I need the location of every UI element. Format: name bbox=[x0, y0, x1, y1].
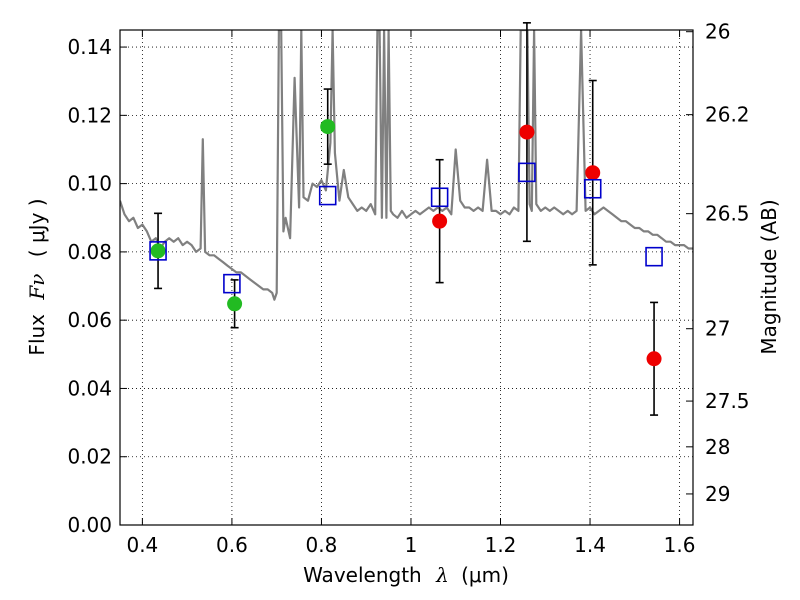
y2-tick-label: 27 bbox=[705, 317, 730, 341]
y-tick-label: 0.10 bbox=[67, 172, 112, 196]
model-photometry-square bbox=[223, 273, 241, 294]
x-tick-label: 1.4 bbox=[574, 533, 606, 557]
x-tick-label: 1.2 bbox=[485, 533, 517, 557]
y-axis-label-prefix: Flux bbox=[25, 314, 49, 356]
y-tick-label: 0.04 bbox=[67, 376, 112, 400]
y-tick-label: 0.06 bbox=[67, 308, 112, 332]
y2-axis-label: Magnitude (AB) bbox=[757, 199, 781, 354]
red-data-point bbox=[519, 124, 535, 140]
plot-background bbox=[120, 30, 693, 525]
y-tick-label: 0.00 bbox=[67, 513, 112, 537]
x-axis-label-unit: (μm) bbox=[461, 563, 509, 587]
y2-tick-label: 28 bbox=[705, 435, 730, 459]
model-photometry-square bbox=[645, 246, 663, 267]
model-photometry-square bbox=[518, 162, 536, 183]
y-axis-label-symbol: Fν bbox=[25, 274, 49, 301]
red-data-point bbox=[432, 213, 448, 229]
green-data-point bbox=[320, 119, 336, 135]
y-axis-label-unit: ( μJy ) bbox=[25, 198, 49, 257]
y-tick-label: 0.02 bbox=[67, 445, 112, 469]
y-tick-label: 0.08 bbox=[67, 240, 112, 264]
red-data-point bbox=[646, 351, 662, 367]
x-tick-label: 0.6 bbox=[216, 533, 248, 557]
y-tick-label: 0.12 bbox=[67, 103, 112, 127]
y-tick-label: 0.14 bbox=[67, 35, 112, 59]
grid bbox=[120, 30, 693, 525]
x-tick-label: 0.8 bbox=[306, 533, 338, 557]
y2-tick-label: 27.5 bbox=[705, 389, 750, 413]
model-photometry-square bbox=[583, 178, 602, 199]
plot-frame bbox=[119, 29, 694, 526]
green-data-point bbox=[150, 243, 166, 259]
model-photometry-square bbox=[430, 187, 449, 208]
model-photometry-square bbox=[149, 241, 167, 261]
x-axis-label-symbol: λ bbox=[435, 563, 449, 587]
x-axis-label: Wavelength λ (μm) bbox=[303, 563, 509, 587]
x-tick-label: 1 bbox=[405, 533, 418, 557]
x-axis-label-prefix: Wavelength bbox=[303, 563, 422, 587]
ticks: 0.4 0.6 0.8 1 1.2 1.4 1.6 0.00 0.02 0.04 0.06 0.08 0… bbox=[67, 20, 749, 557]
green-data-point bbox=[227, 296, 243, 312]
x-tick-label: 1.6 bbox=[664, 533, 696, 557]
y2-tick-label: 26 bbox=[705, 20, 730, 44]
model-spectrum bbox=[120, 30, 693, 301]
y2-tick-label: 26.2 bbox=[705, 103, 750, 127]
data-markers bbox=[149, 119, 663, 367]
y2-tick-label: 29 bbox=[705, 482, 730, 506]
model-photometry-square bbox=[318, 185, 337, 206]
model-spectrum-line bbox=[120, 30, 693, 301]
y-axis-label: Flux Fν ( μJy ) bbox=[25, 198, 49, 355]
y2-tick-label: 26.5 bbox=[705, 202, 750, 226]
x-tick-label: 0.4 bbox=[126, 533, 158, 557]
red-data-point bbox=[585, 165, 601, 181]
